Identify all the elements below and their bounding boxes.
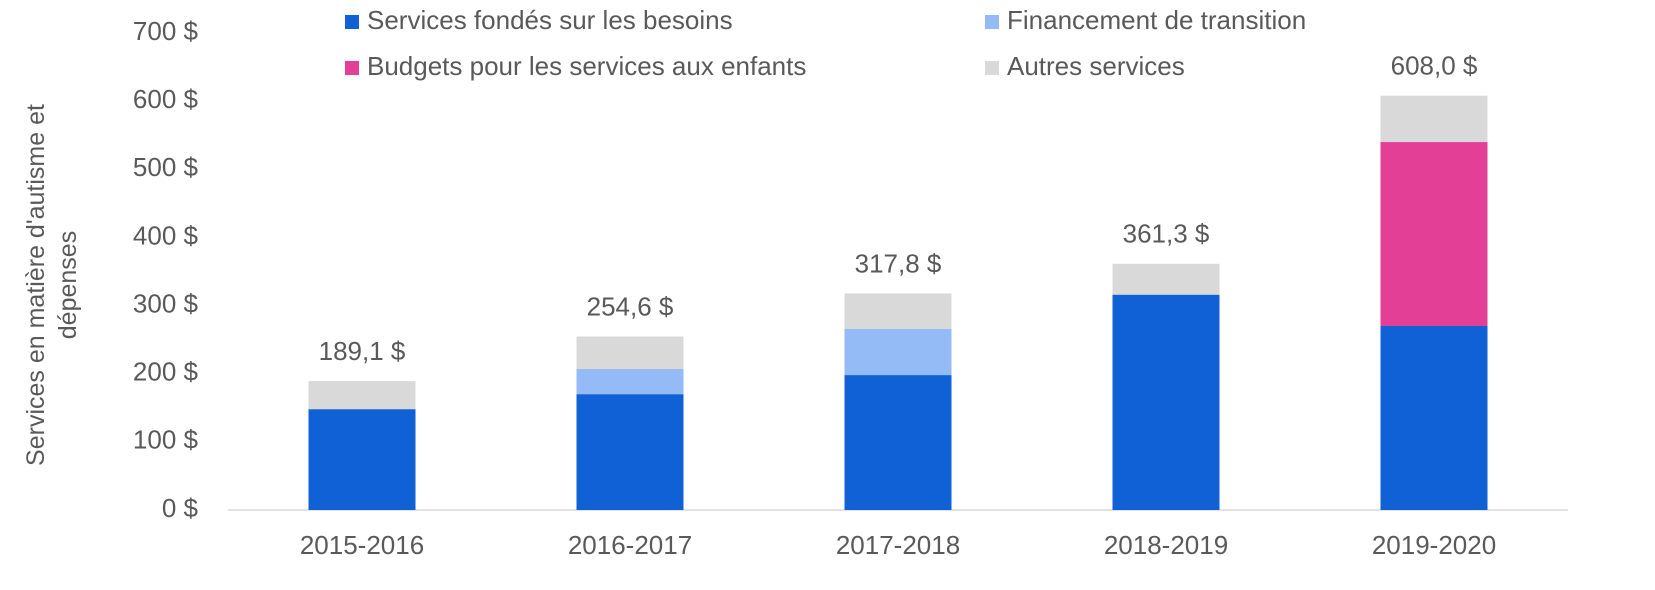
total-label: 189,1 $ bbox=[319, 336, 406, 366]
legend-swatch bbox=[985, 61, 999, 75]
legend-label: Autres services bbox=[1007, 51, 1185, 81]
bar-segment bbox=[844, 375, 952, 510]
legend-swatch bbox=[985, 15, 999, 29]
bar-segment bbox=[308, 409, 416, 510]
total-label: 608,0 $ bbox=[1391, 51, 1478, 81]
total-label: 317,8 $ bbox=[855, 248, 942, 278]
y-tick-label: 500 $ bbox=[133, 152, 199, 182]
x-tick-label: 2018-2019 bbox=[1104, 530, 1228, 560]
bar-segment bbox=[1380, 95, 1488, 143]
y-tick-label: 300 $ bbox=[133, 288, 199, 318]
y-tick-label: 100 $ bbox=[133, 425, 199, 455]
legend-label: Financement de transition bbox=[1007, 5, 1306, 35]
legend-swatch bbox=[345, 61, 359, 75]
x-tick-label: 2017-2018 bbox=[836, 530, 960, 560]
bar-segment bbox=[844, 293, 952, 329]
total-label: 254,6 $ bbox=[587, 291, 674, 321]
bar-segment bbox=[844, 328, 952, 376]
bar-segment bbox=[576, 336, 684, 369]
legend-swatch bbox=[345, 15, 359, 29]
y-tick-label: 0 $ bbox=[162, 493, 199, 523]
legend-label: Budgets pour les services aux enfants bbox=[367, 51, 806, 81]
legend-label: Services fondés sur les besoins bbox=[367, 5, 733, 35]
y-tick-label: 400 $ bbox=[133, 220, 199, 250]
bar-segment bbox=[1380, 142, 1488, 327]
y-tick-label: 700 $ bbox=[133, 16, 199, 46]
bar-segment bbox=[1112, 263, 1220, 295]
bar-segment bbox=[576, 394, 684, 510]
bar-segment bbox=[1380, 326, 1488, 510]
bar-segment bbox=[576, 368, 684, 395]
y-tick-label: 200 $ bbox=[133, 357, 199, 387]
x-tick-label: 2016-2017 bbox=[568, 530, 692, 560]
x-tick-label: 2019-2020 bbox=[1372, 530, 1496, 560]
y-tick-label: 600 $ bbox=[133, 84, 199, 114]
total-label: 361,3 $ bbox=[1123, 219, 1210, 249]
x-tick-label: 2015-2016 bbox=[300, 530, 424, 560]
bar-segment bbox=[1112, 294, 1220, 510]
bar-segment bbox=[308, 381, 416, 410]
y-axis-label: Services en matière d'autisme et dépense… bbox=[22, 104, 82, 466]
